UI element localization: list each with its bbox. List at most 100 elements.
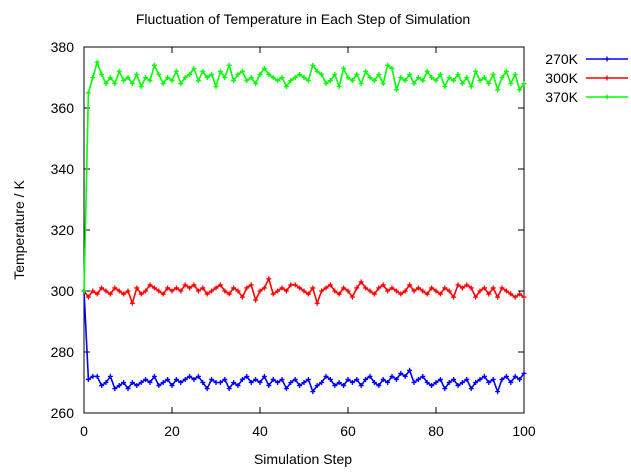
data-point-300k: [455, 282, 461, 288]
data-point-300k: [182, 282, 188, 288]
data-point-300k: [107, 291, 113, 297]
data-point-300k: [257, 288, 263, 294]
data-point-270k: [275, 380, 281, 385]
legend-marker-370k: [604, 94, 610, 100]
data-point-370k: [222, 75, 228, 80]
data-point-270k: [191, 376, 197, 382]
data-point-370k: [173, 68, 179, 74]
data-point-270k: [160, 380, 166, 385]
data-point-270k: [112, 386, 118, 392]
data-point-300k: [499, 285, 505, 291]
data-point-370k: [217, 68, 223, 74]
data-point-270k: [253, 376, 259, 382]
data-point-370k: [380, 81, 386, 87]
data-point-300k: [319, 288, 325, 294]
data-point-300k: [85, 294, 91, 300]
data-point-370k: [437, 71, 443, 77]
y-tick-label: 320: [51, 222, 75, 238]
data-point-270k: [283, 386, 289, 392]
data-point-270k: [178, 380, 184, 385]
data-point-270k: [129, 380, 135, 385]
data-point-370k: [143, 75, 149, 80]
data-point-300k: [156, 288, 162, 294]
data-point-370k: [292, 75, 298, 80]
data-point-370k: [209, 71, 215, 77]
data-point-300k: [292, 282, 298, 288]
data-point-300k: [495, 294, 501, 300]
x-tick-label: 0: [80, 423, 88, 439]
data-point-300k: [151, 285, 157, 291]
data-point-270k: [226, 386, 232, 392]
data-point-300k: [376, 285, 382, 291]
data-point-370k: [85, 90, 91, 96]
chart-title: Fluctuation of Temperature in Each Step …: [136, 11, 470, 27]
legend-label-300k: 300K: [545, 70, 578, 86]
data-point-370k: [407, 71, 413, 77]
legend: 270K 300K 370K: [545, 51, 628, 105]
data-point-270k: [411, 380, 417, 385]
data-point-270k: [222, 376, 228, 382]
data-point-370k: [327, 78, 333, 84]
data-point-370k: [261, 65, 267, 71]
data-point-300k: [442, 285, 448, 291]
data-point-370k: [125, 75, 131, 80]
data-point-370k: [354, 71, 360, 77]
data-point-300k: [415, 285, 421, 291]
data-point-370k: [116, 68, 122, 74]
y-tick-label: 360: [51, 100, 75, 116]
data-point-270k: [385, 380, 391, 385]
data-point-270k: [455, 383, 461, 389]
data-point-370k: [156, 71, 162, 77]
data-point-300k: [433, 288, 439, 294]
data-point-370k: [279, 75, 285, 80]
data-point-270k: [107, 373, 113, 379]
data-point-300k: [121, 291, 127, 297]
data-point-300k: [169, 288, 175, 294]
data-point-300k: [226, 291, 232, 297]
data-point-300k: [508, 291, 514, 297]
data-point-300k: [200, 285, 206, 291]
data-point-270k: [327, 376, 333, 382]
data-point-270k: [380, 376, 386, 382]
data-point-300k: [213, 285, 219, 291]
data-point-300k: [94, 291, 100, 297]
series-line-270k: [83, 290, 525, 394]
data-point-370k: [231, 78, 237, 84]
data-point-270k: [358, 383, 364, 389]
data-point-270k: [297, 383, 303, 389]
data-point-270k: [288, 380, 294, 385]
y-tick-label: 260: [51, 405, 75, 421]
data-point-270k: [121, 380, 127, 385]
data-point-270k: [464, 376, 470, 382]
data-point-270k: [125, 386, 131, 392]
legend-label-370k: 370K: [545, 89, 578, 105]
data-point-270k: [345, 376, 351, 382]
data-point-270k: [499, 376, 505, 382]
x-tick-label: 100: [512, 423, 536, 439]
data-point-270k: [169, 383, 175, 389]
data-point-300k: [407, 282, 413, 288]
data-point-270k: [442, 386, 448, 392]
data-point-270k: [209, 376, 215, 382]
data-point-370k: [204, 75, 210, 80]
data-point-270k: [99, 383, 105, 389]
data-point-300k: [235, 288, 241, 294]
data-point-370k: [160, 81, 166, 87]
data-point-370k: [499, 75, 505, 80]
data-point-370k: [363, 68, 369, 74]
data-point-270k: [446, 380, 452, 385]
data-point-370k: [398, 75, 404, 80]
data-point-270k: [213, 380, 219, 385]
data-point-270k: [323, 373, 329, 379]
data-point-300k: [125, 288, 131, 294]
legend-marker-300k: [604, 75, 610, 81]
data-point-370k: [442, 84, 448, 90]
data-point-370k: [239, 68, 245, 74]
data-point-300k: [521, 294, 527, 300]
data-point-370k: [257, 71, 263, 77]
data-point-300k: [446, 288, 452, 294]
data-point-270k: [341, 383, 347, 389]
data-point-300k: [468, 285, 474, 291]
data-point-300k: [103, 288, 109, 294]
